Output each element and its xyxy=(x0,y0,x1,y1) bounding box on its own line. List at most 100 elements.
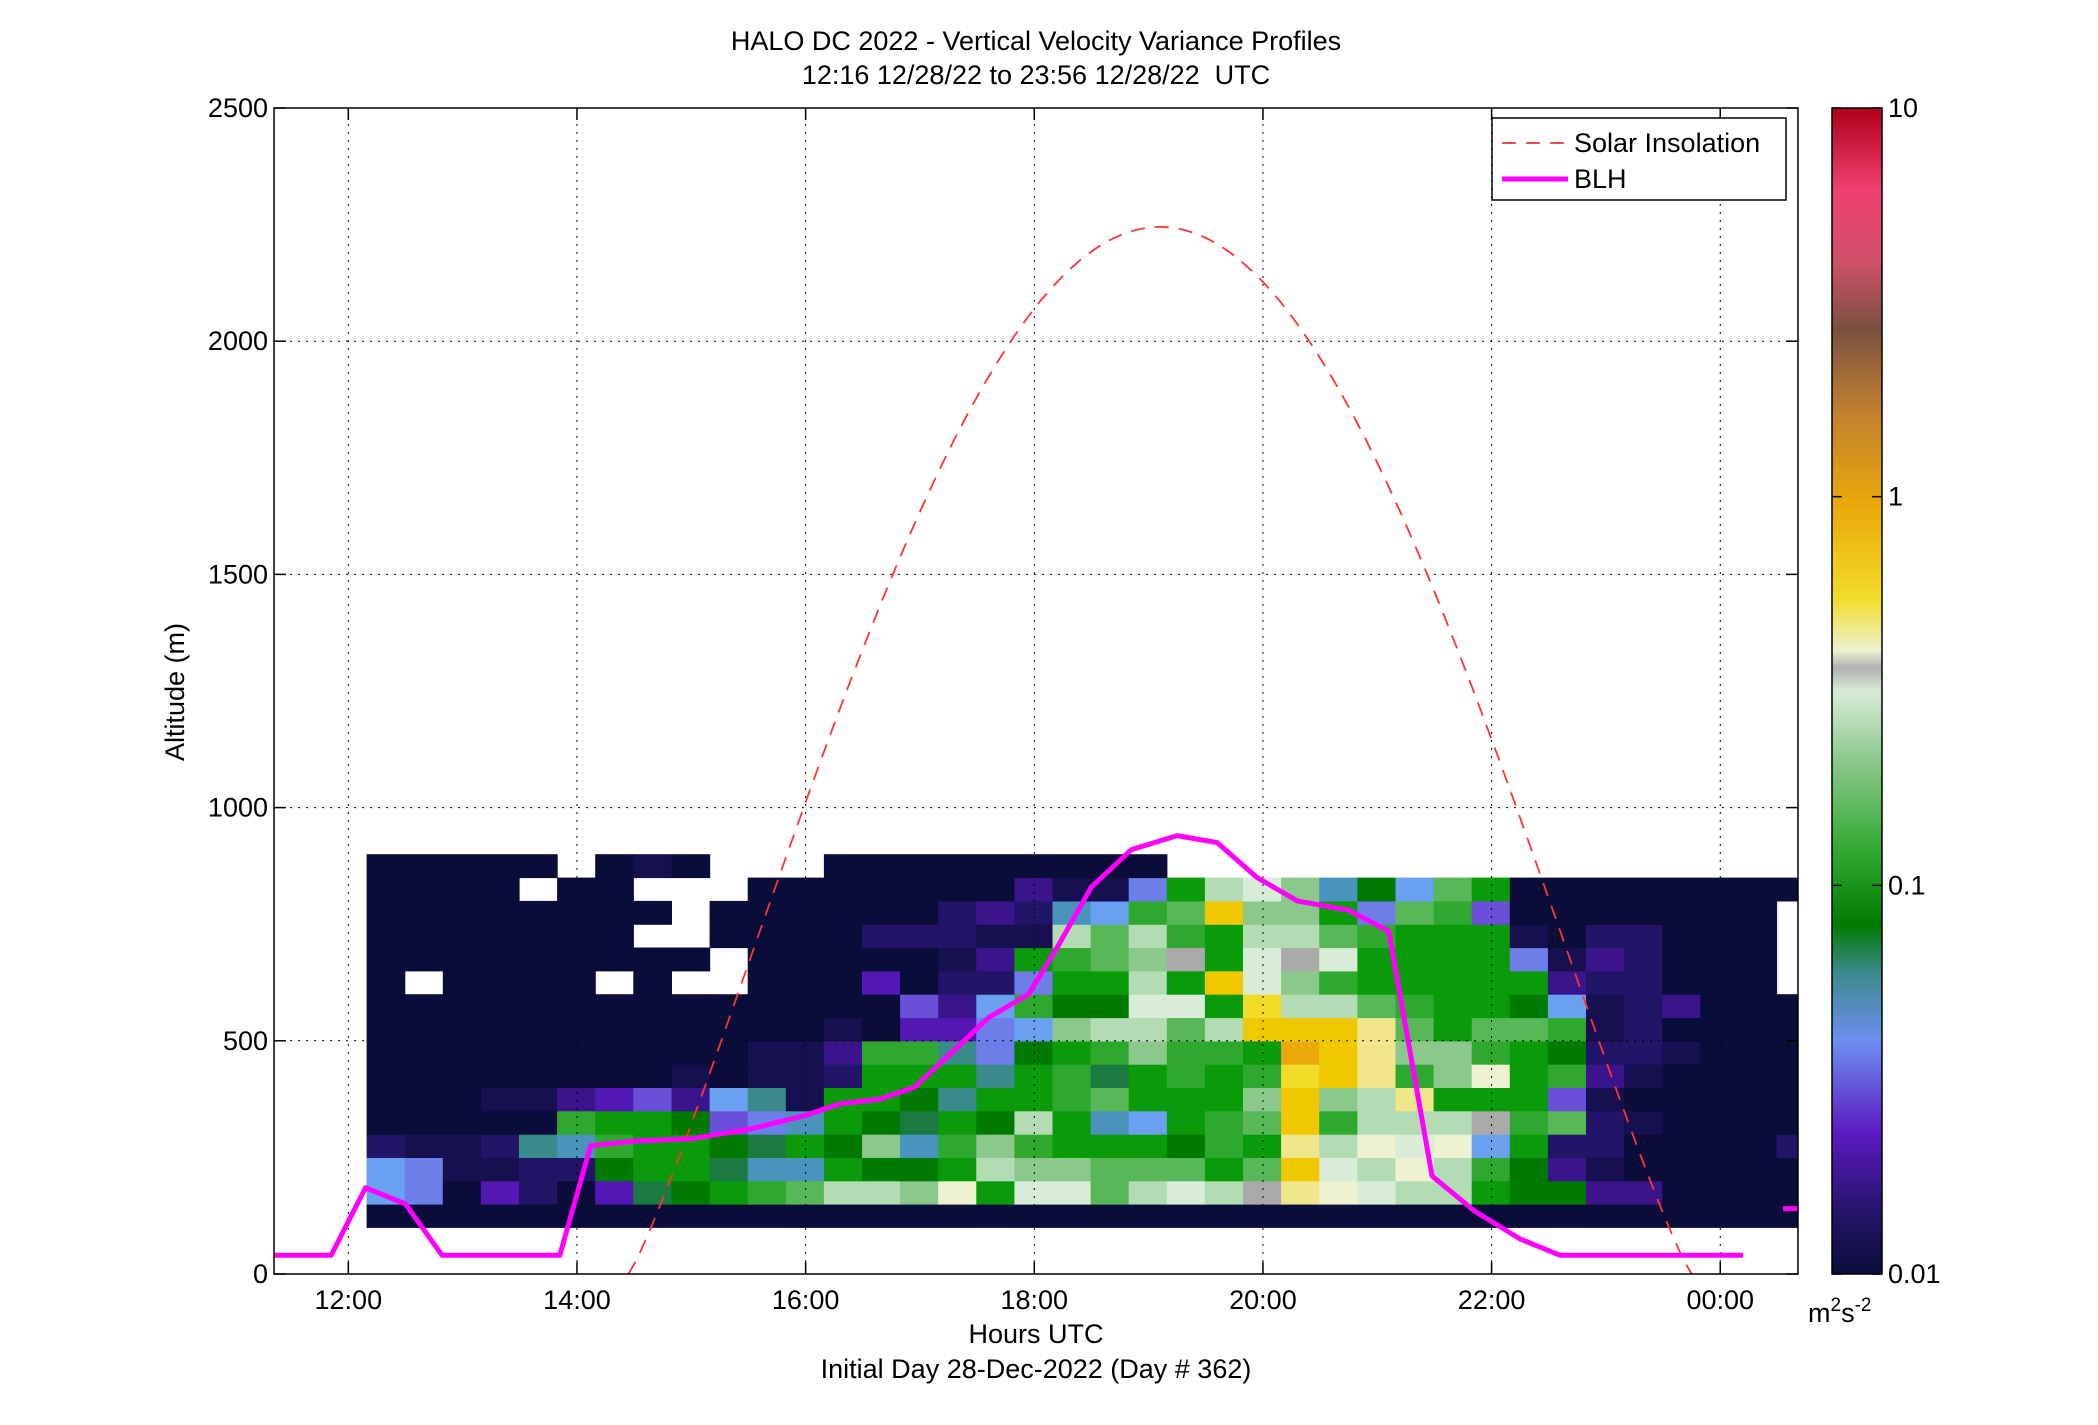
heatmap-cell xyxy=(1204,900,1244,925)
heatmap-cell xyxy=(480,947,520,972)
heatmap-cell xyxy=(480,1157,520,1182)
heatmap-cell xyxy=(1738,877,1778,902)
heatmap-cell xyxy=(1586,1064,1625,1088)
heatmap-cell xyxy=(1547,994,1587,1019)
heatmap-cell xyxy=(785,877,825,902)
heatmap-cell xyxy=(747,1204,787,1228)
heatmap-cell xyxy=(480,1087,520,1112)
heatmap-cell xyxy=(1547,1134,1587,1158)
heatmap-cell xyxy=(404,854,444,879)
heatmap-cell xyxy=(862,1157,901,1182)
heatmap-cell xyxy=(1090,1180,1130,1205)
heatmap-cell xyxy=(709,1064,749,1088)
heatmap-cell xyxy=(1014,994,1054,1019)
heatmap-cell xyxy=(557,947,596,972)
heatmap-cell xyxy=(938,900,977,925)
heatmap-cell xyxy=(557,1064,596,1088)
heatmap-cell xyxy=(976,1204,1015,1228)
heatmap-cell xyxy=(1433,1087,1473,1112)
heatmap-cell xyxy=(633,1110,672,1135)
heatmap-cell xyxy=(1700,1157,1739,1182)
heatmap-cell xyxy=(1586,900,1625,925)
heatmap-cell xyxy=(938,947,977,972)
heatmap-cell xyxy=(823,1017,863,1042)
heatmap-cell xyxy=(1052,1180,1092,1205)
heatmap-cell xyxy=(938,970,977,995)
heatmap-cell xyxy=(1586,1157,1625,1182)
heatmap-cell xyxy=(747,1087,787,1112)
heatmap-cell xyxy=(1166,970,1206,995)
heatmap-cell xyxy=(1738,924,1778,949)
heatmap-cell xyxy=(938,1087,977,1112)
legend-box xyxy=(1491,117,1787,201)
heatmap-cell xyxy=(442,970,482,995)
heatmap-cell xyxy=(785,1180,825,1205)
heatmap-cell xyxy=(1052,1064,1092,1088)
heatmap-cell xyxy=(1052,1017,1092,1042)
heatmap-cell xyxy=(1471,947,1511,972)
heatmap-cell xyxy=(976,1157,1015,1182)
heatmap-cell xyxy=(709,1157,749,1182)
heatmap-cell xyxy=(1014,1017,1054,1042)
heatmap-cell xyxy=(1166,1204,1206,1228)
heatmap-cell xyxy=(1586,994,1625,1019)
heatmap-cell xyxy=(823,924,863,949)
heatmap-cell xyxy=(1738,1040,1778,1065)
heatmap-cell xyxy=(709,1204,749,1228)
heatmap-cell xyxy=(709,1087,749,1112)
heatmap-cell xyxy=(823,1204,863,1228)
heatmap-cell xyxy=(823,854,863,879)
heatmap-cell xyxy=(595,947,634,972)
heatmap-cell xyxy=(1128,1134,1168,1158)
heatmap-cell xyxy=(1204,1087,1244,1112)
heatmap-cell xyxy=(1052,1110,1092,1135)
heatmap-cell xyxy=(1662,1204,1701,1228)
heatmap-cell xyxy=(900,1180,939,1205)
heatmap-cell xyxy=(900,947,939,972)
heatmap-cell xyxy=(442,1040,482,1065)
heatmap-cell xyxy=(1090,1064,1130,1088)
heatmap-cell xyxy=(1319,1064,1358,1088)
heatmap-cell xyxy=(366,877,406,902)
heatmap-cell xyxy=(976,854,1015,879)
heatmap-cell xyxy=(442,1110,482,1135)
heatmap-cell xyxy=(1547,1110,1587,1135)
heatmap-cell xyxy=(557,1017,596,1042)
heatmap-cell xyxy=(633,1087,672,1112)
heatmap-cell xyxy=(1052,1087,1092,1112)
heatmap-cell xyxy=(747,924,787,949)
heatmap-cell xyxy=(976,877,1015,902)
heatmap-cell xyxy=(862,900,901,925)
heatmap-cell xyxy=(442,947,482,972)
heatmap-cell xyxy=(1624,1110,1663,1135)
heatmap-cell xyxy=(976,1134,1015,1158)
y-tick-label: 1500 xyxy=(208,559,268,589)
heatmap-cell xyxy=(671,1087,711,1112)
heatmap-cell xyxy=(1128,994,1168,1019)
heatmap-cell xyxy=(1776,1180,1798,1205)
heatmap-cell xyxy=(1395,1110,1435,1135)
heatmap-cell xyxy=(1395,1017,1435,1042)
heatmap-cell xyxy=(366,1017,406,1042)
heatmap-cell xyxy=(1624,900,1663,925)
heatmap-cell xyxy=(1586,1017,1625,1042)
heatmap-cell xyxy=(785,1157,825,1182)
heatmap-cell xyxy=(1090,1017,1130,1042)
heatmap-cell xyxy=(1471,994,1511,1019)
heatmap-cell xyxy=(519,1064,558,1088)
heatmap-cell xyxy=(1243,994,1282,1019)
heatmap-cell xyxy=(633,1064,672,1088)
heatmap-cell xyxy=(595,1204,634,1228)
heatmap-cell xyxy=(633,1040,672,1065)
heatmap-cell xyxy=(1395,1087,1435,1112)
heatmap-cell xyxy=(1738,1134,1778,1158)
legend-label-solar: Solar Insolation xyxy=(1574,128,1760,158)
heatmap-cell xyxy=(1090,924,1130,949)
heatmap-cell xyxy=(1052,854,1092,879)
heatmap-cell xyxy=(1662,924,1701,949)
heatmap-cell xyxy=(1700,1087,1739,1112)
heatmap-cell xyxy=(1662,1134,1701,1158)
heatmap-cell xyxy=(1014,924,1054,949)
heatmap-cell xyxy=(1357,947,1397,972)
heatmap-cell xyxy=(747,1040,787,1065)
